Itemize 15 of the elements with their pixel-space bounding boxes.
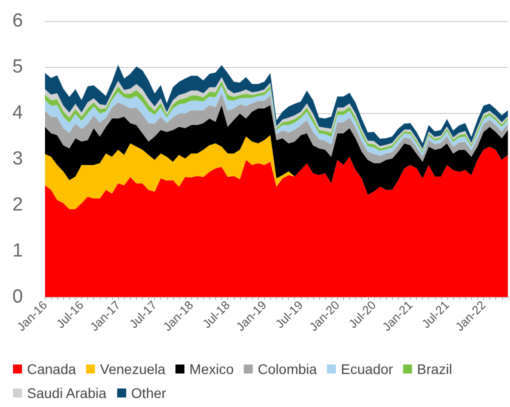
legend-label: Canada <box>27 361 76 377</box>
y-tick-label: 5 <box>12 56 23 78</box>
legend-label: Other <box>131 385 167 401</box>
y-tick-label: 0 <box>12 286 23 308</box>
legend-label: Brazil <box>417 361 452 377</box>
legend-label: Mexico <box>189 361 234 377</box>
legend-label: Saudi Arabia <box>27 385 107 401</box>
y-tick-label: 6 <box>12 10 23 32</box>
y-tick-label: 3 <box>12 148 23 170</box>
legend-label: Ecuador <box>340 361 394 377</box>
y-tick-label: 1 <box>12 240 23 262</box>
y-tick-label: 2 <box>12 194 23 216</box>
legend-label: Colombia <box>258 361 318 377</box>
legend-label: Venezuela <box>100 361 166 377</box>
y-tick-label: 4 <box>12 102 24 124</box>
